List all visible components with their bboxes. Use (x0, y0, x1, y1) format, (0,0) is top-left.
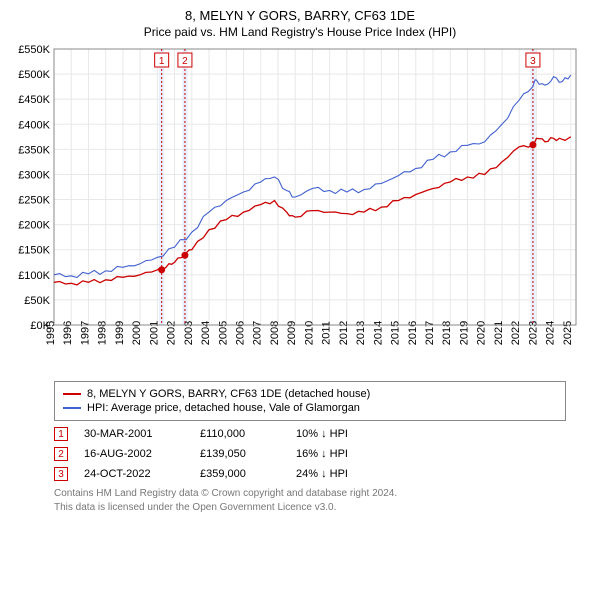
svg-text:2000: 2000 (131, 321, 143, 345)
svg-text:3: 3 (530, 56, 536, 67)
svg-text:£150K: £150K (18, 245, 50, 257)
svg-text:1: 1 (159, 56, 165, 67)
sale-marker-number: 1 (54, 427, 68, 441)
title-line-2: Price paid vs. HM Land Registry's House … (10, 25, 590, 39)
sale-date: 30-MAR-2001 (84, 428, 184, 440)
legend-swatch (63, 393, 81, 395)
footer-line-1: Contains HM Land Registry data © Crown c… (54, 487, 566, 501)
svg-text:2007: 2007 (252, 321, 264, 345)
sale-diff: 24% ↓ HPI (296, 468, 348, 480)
svg-text:1995: 1995 (45, 321, 57, 345)
svg-text:2015: 2015 (390, 321, 402, 345)
svg-text:2: 2 (182, 56, 188, 67)
line-chart-svg: £0K£50K£100K£150K£200K£250K£300K£350K£40… (10, 45, 590, 375)
svg-text:2017: 2017 (424, 321, 436, 345)
title-line-1: 8, MELYN Y GORS, BARRY, CF63 1DE (10, 8, 590, 23)
legend: 8, MELYN Y GORS, BARRY, CF63 1DE (detach… (54, 381, 566, 421)
svg-text:£500K: £500K (18, 69, 50, 81)
svg-text:2005: 2005 (217, 321, 229, 345)
svg-text:2022: 2022 (510, 321, 522, 345)
svg-text:2013: 2013 (355, 321, 367, 345)
svg-text:2021: 2021 (493, 321, 505, 345)
svg-text:1999: 1999 (114, 321, 126, 345)
svg-text:2012: 2012 (338, 321, 350, 345)
legend-item: HPI: Average price, detached house, Vale… (63, 402, 557, 414)
sale-price: £139,050 (200, 448, 280, 460)
sale-row: 1 30-MAR-2001 £110,000 10% ↓ HPI (54, 427, 566, 441)
legend-label: HPI: Average price, detached house, Vale… (87, 402, 360, 414)
legend-label: 8, MELYN Y GORS, BARRY, CF63 1DE (detach… (87, 388, 370, 400)
chart: £0K£50K£100K£150K£200K£250K£300K£350K£40… (10, 45, 590, 375)
sale-price: £359,000 (200, 468, 280, 480)
sale-date: 24-OCT-2022 (84, 468, 184, 480)
svg-text:1998: 1998 (97, 321, 109, 345)
chart-container: 8, MELYN Y GORS, BARRY, CF63 1DE Price p… (0, 0, 600, 522)
svg-text:2014: 2014 (372, 321, 384, 345)
svg-text:2016: 2016 (407, 321, 419, 345)
svg-text:2004: 2004 (200, 321, 212, 345)
svg-text:2010: 2010 (303, 321, 315, 345)
sale-date: 16-AUG-2002 (84, 448, 184, 460)
svg-text:2008: 2008 (269, 321, 281, 345)
svg-text:2003: 2003 (183, 321, 195, 345)
svg-text:£50K: £50K (24, 295, 50, 307)
svg-text:2024: 2024 (545, 321, 557, 345)
sale-diff: 16% ↓ HPI (296, 448, 348, 460)
svg-text:£100K: £100K (18, 270, 50, 282)
sale-price: £110,000 (200, 428, 280, 440)
svg-text:2025: 2025 (562, 321, 574, 345)
legend-swatch (63, 407, 81, 409)
svg-text:2020: 2020 (476, 321, 488, 345)
footer-line-2: This data is licensed under the Open Gov… (54, 501, 566, 515)
sale-row: 2 16-AUG-2002 £139,050 16% ↓ HPI (54, 447, 566, 461)
svg-text:£350K: £350K (18, 144, 50, 156)
svg-text:2006: 2006 (235, 321, 247, 345)
svg-text:2018: 2018 (441, 321, 453, 345)
svg-text:2023: 2023 (527, 321, 539, 345)
sale-diff: 10% ↓ HPI (296, 428, 348, 440)
svg-text:1996: 1996 (62, 321, 74, 345)
svg-text:2009: 2009 (286, 321, 298, 345)
sale-marker-number: 2 (54, 447, 68, 461)
sales-table: 1 30-MAR-2001 £110,000 10% ↓ HPI 2 16-AUG-200… (54, 427, 566, 481)
svg-text:£400K: £400K (18, 119, 50, 131)
svg-text:£250K: £250K (18, 195, 50, 207)
svg-text:£550K: £550K (18, 45, 50, 56)
svg-text:£200K: £200K (18, 220, 50, 232)
svg-text:2019: 2019 (458, 321, 470, 345)
sale-row: 3 24-OCT-2022 £359,000 24% ↓ HPI (54, 467, 566, 481)
footer: Contains HM Land Registry data © Crown c… (54, 487, 566, 514)
legend-item: 8, MELYN Y GORS, BARRY, CF63 1DE (detach… (63, 388, 557, 400)
svg-text:1997: 1997 (79, 321, 91, 345)
svg-text:£450K: £450K (18, 94, 50, 106)
sale-marker-number: 3 (54, 467, 68, 481)
svg-text:2001: 2001 (148, 321, 160, 345)
svg-text:2002: 2002 (166, 321, 178, 345)
svg-text:£300K: £300K (18, 169, 50, 181)
